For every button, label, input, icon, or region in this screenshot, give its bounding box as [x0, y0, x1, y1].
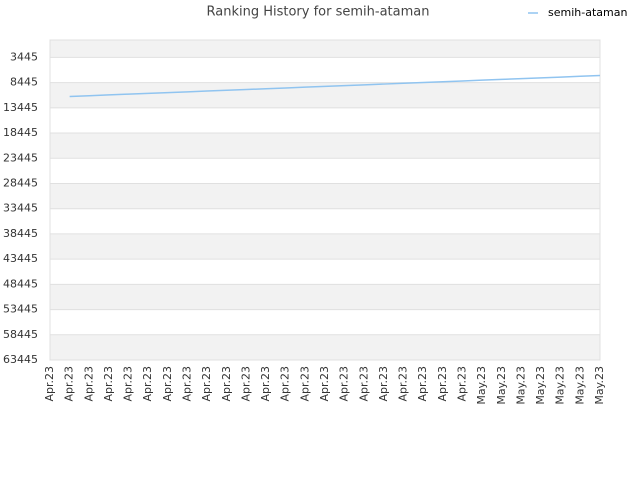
y-tick-label: 63445	[3, 353, 38, 366]
y-tick-label: 8445	[10, 76, 38, 89]
y-tick-label: 38445	[3, 227, 38, 240]
chart-title: Ranking History for semih-ataman	[207, 5, 430, 20]
x-tick-label: May.23	[593, 366, 606, 405]
grid-band	[50, 107, 600, 134]
x-tick-label: Apr.23	[181, 366, 194, 402]
x-tick-label: Apr.23	[220, 366, 233, 402]
x-tick-label: May.23	[573, 366, 586, 405]
x-tick-label: Apr.23	[259, 366, 272, 402]
y-tick-label: 48445	[3, 277, 38, 290]
grid-band	[50, 183, 600, 209]
x-tick-label: Apr.23	[318, 366, 331, 402]
x-tick-label: Apr.23	[102, 366, 115, 402]
x-tick-label: May.23	[514, 366, 527, 405]
x-tick-label: May.23	[495, 366, 508, 405]
x-tick-label: Apr.23	[43, 366, 56, 402]
x-tick-label: May.23	[554, 366, 567, 405]
x-tick-label: Apr.23	[416, 366, 429, 402]
y-tick-label: 53445	[3, 303, 38, 316]
x-tick-label: Apr.23	[377, 366, 390, 402]
grid-band	[50, 133, 600, 159]
y-tick-label: 43445	[3, 252, 38, 265]
y-tick-label: 13445	[3, 101, 38, 114]
x-tick-label: Apr.23	[357, 366, 370, 402]
grid-band	[50, 309, 600, 335]
legend-label: semih-ataman	[548, 6, 627, 19]
x-tick-label: Apr.23	[161, 366, 174, 402]
y-tick-label: 18445	[3, 126, 38, 139]
x-tick-label: May.23	[534, 366, 547, 405]
data-line	[69, 74, 601, 98]
y-tick-label: 58445	[3, 328, 38, 341]
x-tick-label: Apr.23	[200, 366, 213, 402]
x-tick-label: Apr.23	[63, 366, 76, 402]
x-tick-label: Apr.23	[397, 366, 410, 402]
y-tick-label: 28445	[3, 176, 38, 189]
y-tick-label: 23445	[3, 151, 38, 164]
grid-band	[50, 284, 600, 310]
grid-band	[50, 40, 600, 58]
x-tick-label: May.23	[475, 366, 488, 405]
x-tick-label: Apr.23	[122, 366, 135, 402]
x-tick-label: Apr.23	[298, 366, 311, 402]
y-tick-label: 3445	[10, 50, 38, 63]
x-tick-label: Apr.23	[141, 366, 154, 402]
x-tick-label: Apr.23	[82, 366, 95, 402]
grid-band	[50, 233, 600, 260]
x-tick-label: Apr.23	[239, 366, 252, 402]
grid-band	[50, 57, 600, 83]
x-tick-label: Apr.23	[456, 366, 469, 402]
x-tick-label: Apr.23	[338, 366, 351, 402]
grid-band	[50, 208, 600, 234]
grid-band	[50, 259, 600, 285]
grid-band	[50, 158, 600, 184]
y-tick-label: 33445	[3, 202, 38, 215]
x-tick-label: Apr.23	[279, 366, 292, 402]
x-tick-label: Apr.23	[436, 366, 449, 402]
grid-band	[50, 334, 600, 360]
